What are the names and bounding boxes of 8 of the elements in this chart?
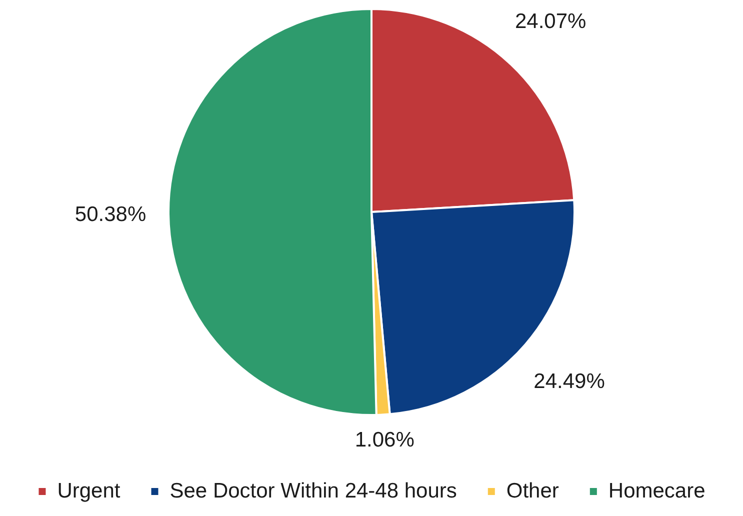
legend-label: Homecare bbox=[608, 479, 706, 502]
legend-label: Other bbox=[506, 479, 559, 502]
data-label: 50.38% bbox=[74, 202, 146, 226]
data-label: 1.06% bbox=[354, 428, 414, 452]
legend-label: See Doctor Within 24-48 hours bbox=[170, 479, 457, 502]
legend-label: Urgent bbox=[57, 479, 120, 502]
data-label: 24.49% bbox=[534, 370, 605, 394]
data-label: 24.07% bbox=[514, 10, 586, 33]
